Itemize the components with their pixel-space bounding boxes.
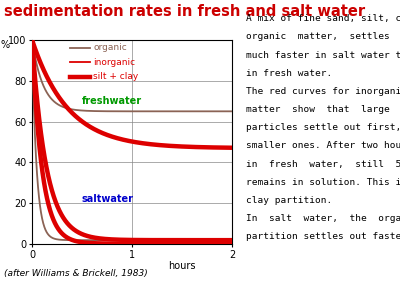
Text: organic: organic (93, 43, 127, 53)
Text: organic  matter,  settles  out: organic matter, settles out (246, 32, 400, 41)
Text: in fresh water.: in fresh water. (246, 69, 332, 78)
Text: In  salt  water,  the  organic: In salt water, the organic (246, 214, 400, 223)
Text: particles settle out first, then: particles settle out first, then (246, 123, 400, 132)
Text: freshwater: freshwater (82, 96, 142, 106)
Text: inorganic: inorganic (93, 58, 135, 67)
Text: smaller ones. After two hours: smaller ones. After two hours (246, 141, 400, 151)
Text: silt + clay: silt + clay (93, 72, 138, 81)
Text: hours: hours (168, 261, 196, 271)
Text: %: % (0, 40, 9, 50)
Text: remains in solution. This is the: remains in solution. This is the (246, 178, 400, 187)
Text: The red curves for inorganic: The red curves for inorganic (246, 87, 400, 96)
Text: saltwater: saltwater (82, 194, 134, 204)
Text: sedimentation rates in fresh and salt water: sedimentation rates in fresh and salt wa… (4, 4, 365, 19)
Text: clay partition.: clay partition. (246, 196, 332, 205)
Text: A mix of fine sand, silt, clay and: A mix of fine sand, silt, clay and (246, 14, 400, 23)
Text: matter  show  that  large: matter show that large (246, 105, 390, 114)
Text: much faster in salt water than: much faster in salt water than (246, 51, 400, 60)
Text: partition settles out fastest.: partition settles out fastest. (246, 232, 400, 241)
Text: in  fresh  water,  still  50%: in fresh water, still 50% (246, 160, 400, 169)
Text: (after Williams & Brickell, 1983): (after Williams & Brickell, 1983) (4, 269, 148, 278)
